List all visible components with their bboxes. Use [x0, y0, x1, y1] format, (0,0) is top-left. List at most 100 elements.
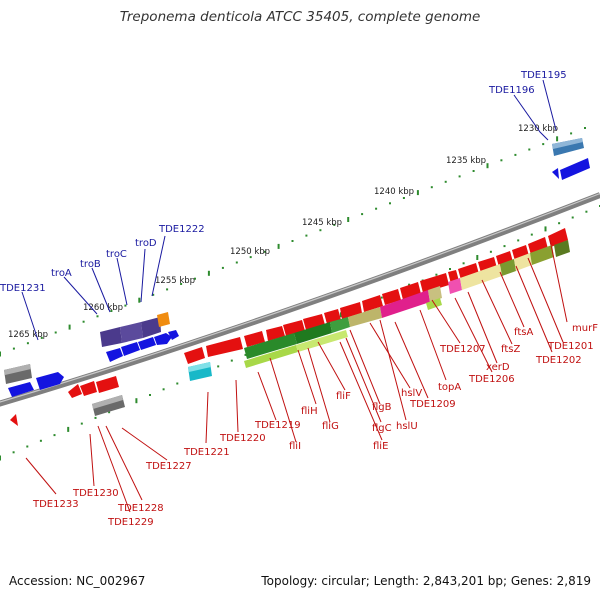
track-dot	[291, 240, 294, 242]
tick-label: 1250 kbp	[230, 247, 270, 257]
track-dot	[54, 331, 57, 334]
label-ftsA[interactable]: ftsA	[514, 327, 533, 338]
gene-olive-1[interactable]	[500, 259, 516, 276]
track-dot	[584, 127, 586, 129]
track-dot	[472, 170, 475, 172]
track-dot	[339, 312, 342, 318]
label-TDE1222[interactable]: TDE1222	[158, 224, 205, 235]
gene-red-left-4[interactable]	[10, 414, 18, 426]
label-TDE1231[interactable]: TDE1231	[0, 283, 46, 294]
label-troD[interactable]: troD	[135, 238, 157, 249]
gene-olive-2[interactable]	[530, 245, 554, 265]
track-dot	[12, 347, 15, 350]
forward-labels: TDE1195 TDE1196 TDE1222 troD troC troB t…	[0, 70, 567, 294]
gene-khaki-2[interactable]	[428, 286, 442, 302]
track-dot	[110, 310, 113, 312]
track-dot	[517, 239, 520, 242]
label-TDE1228[interactable]: TDE1228	[117, 503, 164, 514]
gene-red-left-3[interactable]	[96, 376, 119, 393]
label-hslU[interactable]: hslU	[396, 421, 418, 432]
gene-blue-5[interactable]	[168, 330, 179, 340]
label-fliI[interactable]: fliI	[289, 441, 301, 452]
gene-lime-3[interactable]	[426, 298, 442, 310]
gene-blue-2[interactable]	[121, 342, 140, 356]
track-dot	[94, 416, 97, 419]
label-topA[interactable]: topA	[438, 382, 461, 393]
gene-lime-2[interactable]	[296, 330, 348, 352]
gene-khaki-1[interactable]	[348, 307, 382, 327]
gene-flagellar-1[interactable]	[244, 333, 297, 359]
gene-tde1196[interactable]	[560, 158, 590, 180]
label-TDE1195[interactable]: TDE1195	[520, 70, 567, 81]
gene-red-08[interactable]	[340, 302, 362, 319]
gene-flagellar-3[interactable]	[330, 317, 350, 333]
label-TDE1202[interactable]: TDE1202	[535, 355, 582, 366]
label-xerD[interactable]: xerD	[486, 362, 510, 373]
gene-red-09[interactable]	[362, 295, 383, 312]
label-TDE1233[interactable]: TDE1233	[32, 499, 79, 510]
gene-red-02[interactable]	[206, 337, 243, 357]
track-dot	[12, 451, 15, 454]
gene-red-12[interactable]	[420, 273, 449, 293]
track-dot	[542, 143, 545, 146]
gene-red-19[interactable]	[548, 228, 568, 247]
label-troA[interactable]: troA	[51, 268, 72, 279]
gene-lime-1[interactable]	[244, 345, 298, 368]
track-dot	[40, 336, 43, 339]
gene-blue-3[interactable]	[138, 337, 156, 350]
label-fliE[interactable]: fliE	[373, 441, 388, 452]
gene-magenta-1[interactable]	[380, 290, 430, 318]
label-TDE1196[interactable]: TDE1196	[488, 85, 535, 96]
label-TDE1227[interactable]: TDE1227	[145, 461, 192, 472]
label-fliH[interactable]: fliH	[301, 406, 318, 417]
gene-red-left-2[interactable]	[80, 381, 97, 396]
gene-olive-3[interactable]	[554, 240, 570, 257]
track-dot	[135, 398, 138, 404]
track-dot	[305, 234, 308, 237]
track-dot	[67, 426, 70, 432]
label-fliG[interactable]: fliG	[322, 421, 339, 432]
gene-red-10[interactable]	[382, 289, 401, 305]
track-dot	[416, 190, 419, 196]
gene-red-left-1[interactable]	[68, 384, 82, 398]
label-TDE1219[interactable]: TDE1219	[254, 420, 301, 431]
gene-paleyellow-2[interactable]	[514, 253, 532, 271]
label-ftsZ[interactable]: ftsZ	[501, 344, 520, 355]
label-troB[interactable]: troB	[80, 259, 101, 270]
label-TDE1206[interactable]: TDE1206	[468, 374, 515, 385]
label-TDE1220[interactable]: TDE1220	[219, 433, 266, 444]
track-dot	[194, 277, 196, 280]
genome-backbone	[0, 192, 600, 407]
label-TDE1201[interactable]: TDE1201	[547, 341, 594, 352]
label-flgB[interactable]: flgB	[372, 402, 392, 413]
gene-red-01[interactable]	[184, 347, 205, 364]
map-title: Treponema denticola ATCC 35405, complete…	[119, 9, 481, 25]
label-TDE1229[interactable]: TDE1229	[107, 517, 154, 528]
track-dot	[347, 217, 350, 222]
label-troC[interactable]: troC	[106, 249, 127, 260]
label-hslV[interactable]: hslV	[401, 388, 422, 399]
gene-troD[interactable]	[157, 312, 170, 327]
gene-pink-1[interactable]	[448, 278, 462, 294]
label-TDE1209[interactable]: TDE1209	[409, 399, 456, 410]
gene-blue-1[interactable]	[106, 348, 123, 362]
gene-tde1196-arrowhead	[552, 168, 559, 179]
label-TDE1230[interactable]: TDE1230	[72, 488, 119, 499]
label-TDE1207[interactable]: TDE1207	[439, 344, 486, 355]
label-fliF[interactable]: fliF	[336, 391, 351, 402]
gene-red-03[interactable]	[244, 331, 265, 347]
track-dot	[68, 324, 71, 330]
gene-blue-4[interactable]	[154, 333, 172, 345]
label-flgC[interactable]: flgC	[372, 423, 392, 434]
gene-blue-left-1[interactable]	[8, 382, 34, 397]
label-murF[interactable]: murF	[572, 323, 598, 334]
track-dot	[249, 256, 252, 259]
label-TDE1221[interactable]: TDE1221	[183, 447, 230, 458]
gene-flagellar-2[interactable]	[294, 322, 332, 344]
gene-troC[interactable]	[141, 317, 161, 338]
gene-tde1221-shade	[188, 362, 211, 372]
gene-paleyellow-1[interactable]	[460, 264, 502, 290]
gene-blue-left-2[interactable]	[36, 372, 64, 390]
gene-troA[interactable]	[100, 327, 122, 347]
gene-troB[interactable]	[120, 322, 143, 343]
